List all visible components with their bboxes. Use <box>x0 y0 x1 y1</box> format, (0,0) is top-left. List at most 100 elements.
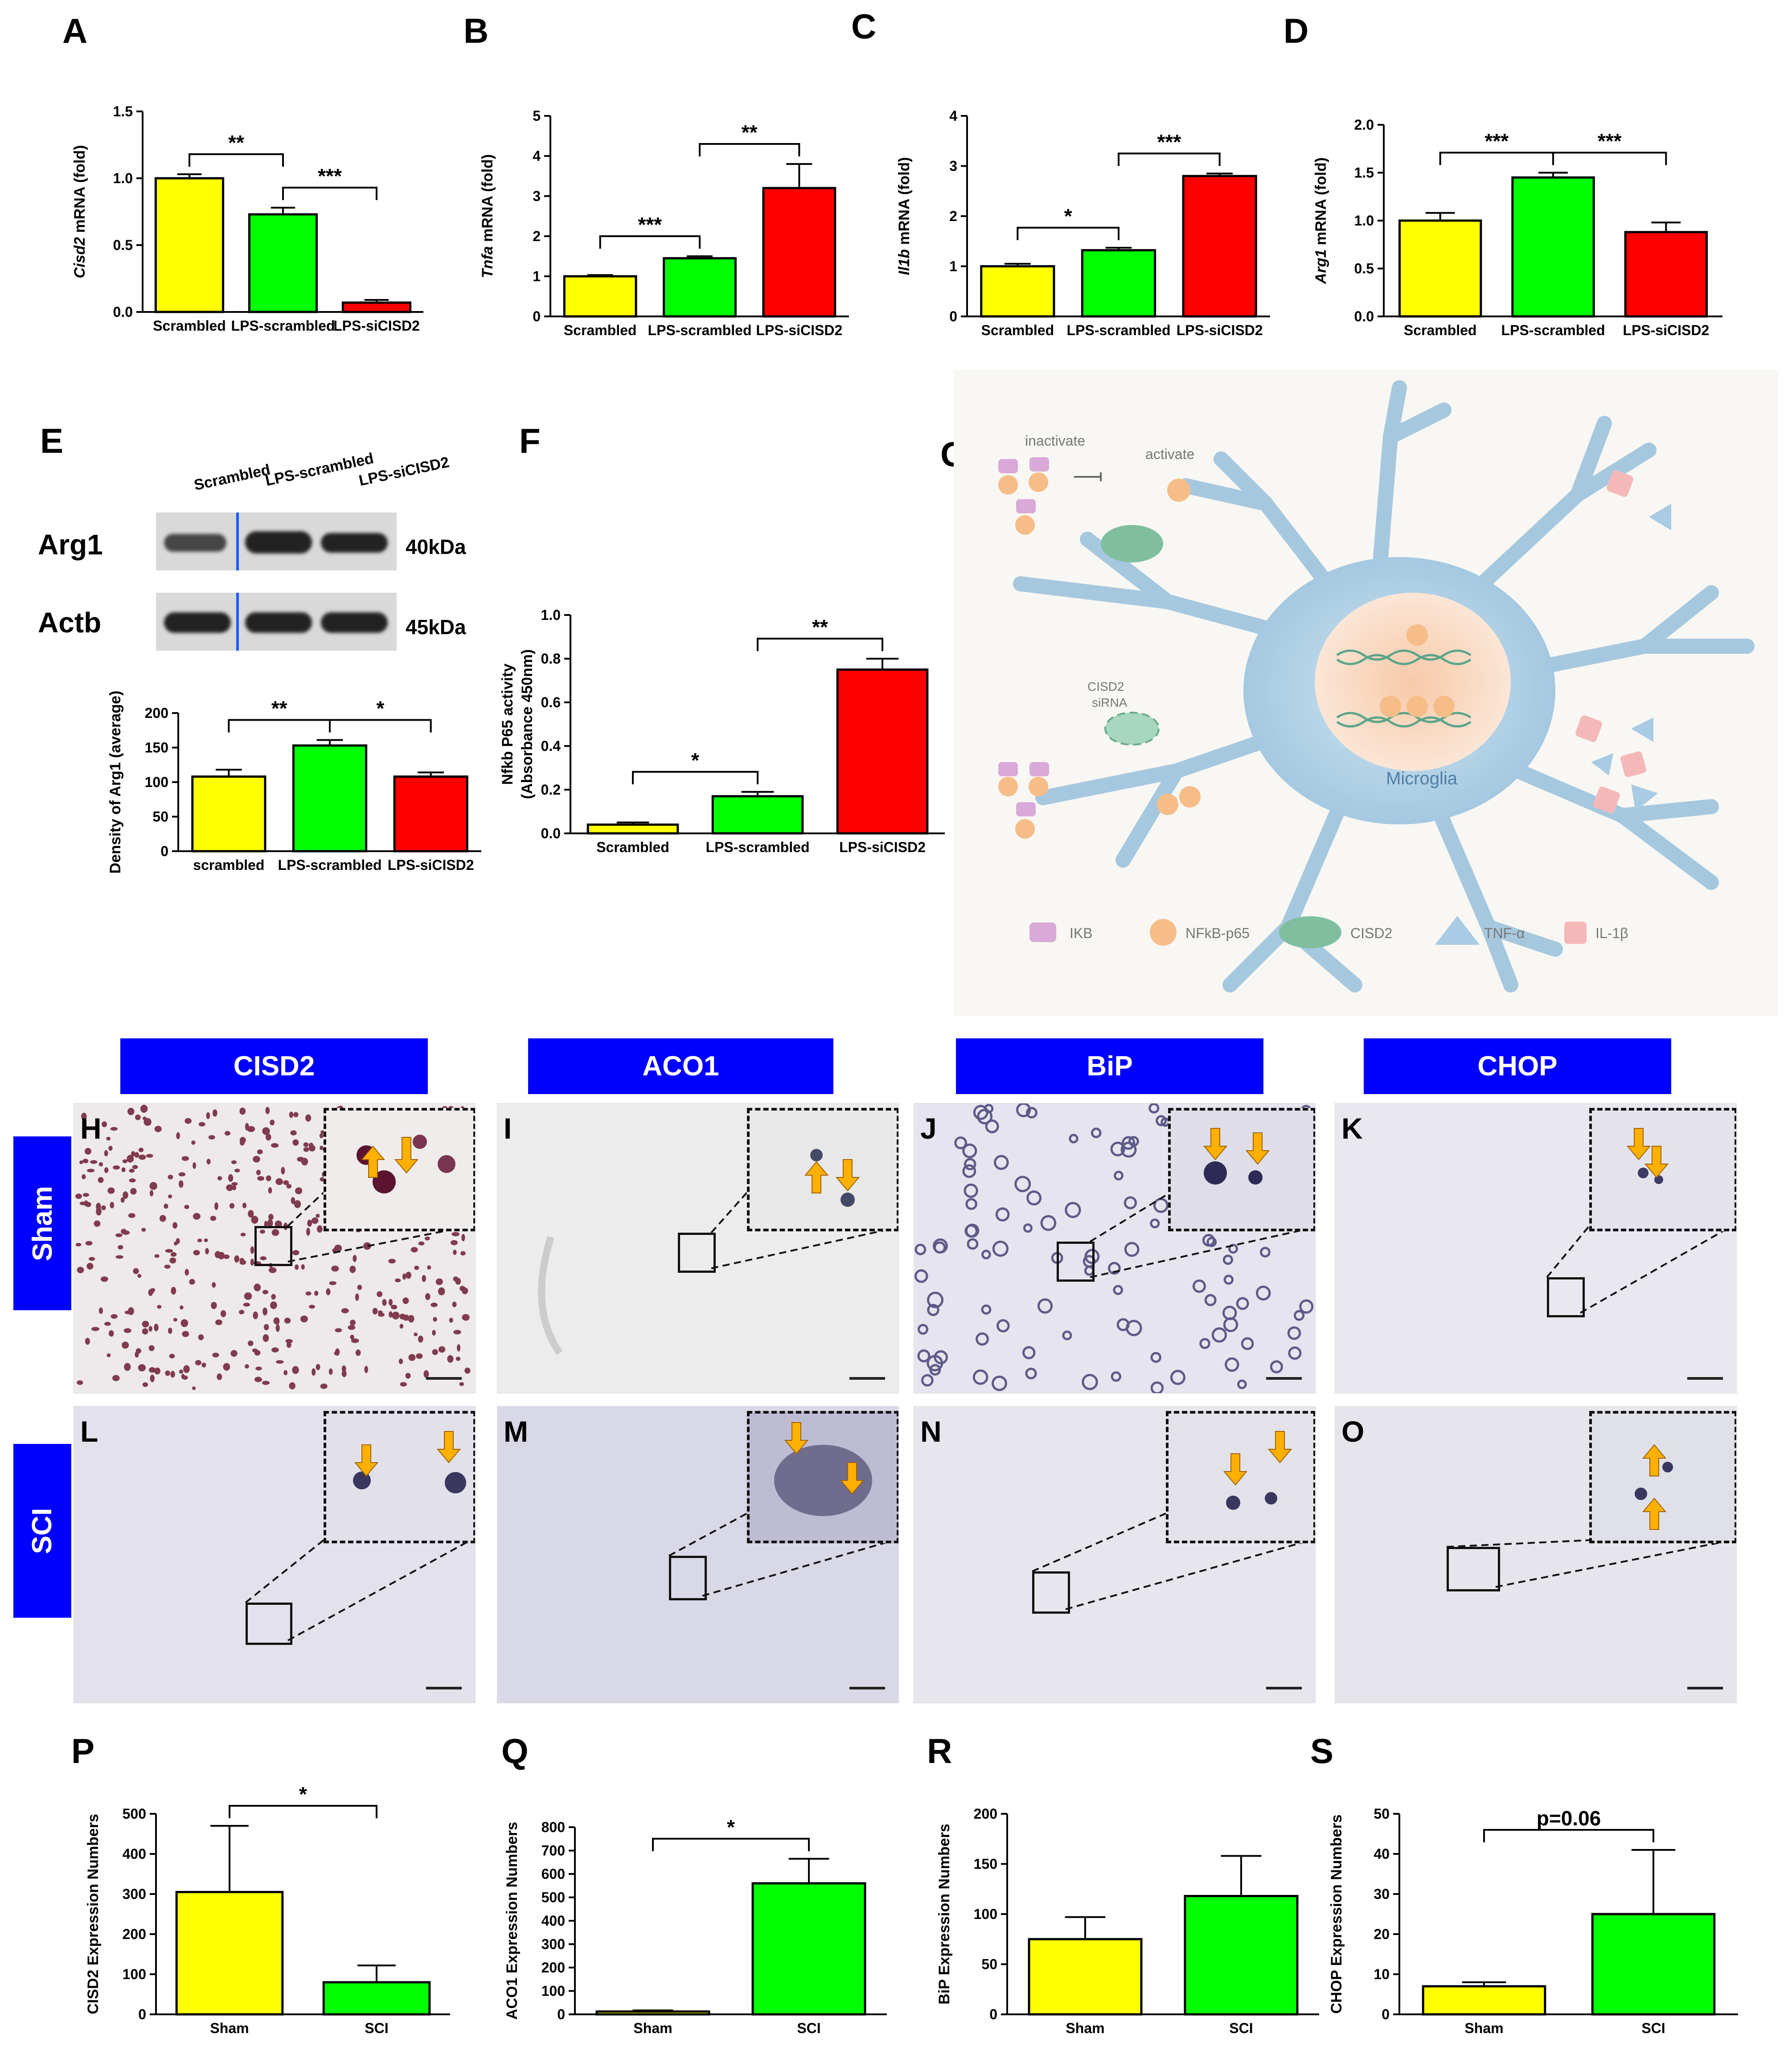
chart-c: 0 1 2 3 4 Il1b mRNA (fold) Scrambled LPS-scramb… <box>896 108 1270 338</box>
column-header-aco1: ACO1 <box>528 1038 833 1094</box>
x-tick-label: Scrambled <box>564 322 637 338</box>
y-tick-label: 100 <box>123 1966 146 1982</box>
y-tick-label: 0.5 <box>1354 261 1374 277</box>
panel-letter-q: Q <box>501 1731 529 1771</box>
micrograph-label-j: J <box>920 1112 937 1145</box>
y-tick-label: 0 <box>949 308 957 324</box>
y-tick-label: 5 <box>533 108 541 124</box>
significance-label: p=0.06 <box>1537 1807 1601 1830</box>
significance-label: * <box>1064 205 1072 228</box>
wb-lane-label: LPS-scrambled <box>263 450 375 490</box>
y-tick-label: 50 <box>1374 1806 1390 1822</box>
significance-label: ** <box>812 615 828 639</box>
x-tick-label: Sham <box>210 2020 249 2036</box>
x-tick-label: SCI <box>797 2020 820 2036</box>
y-tick-label: 200 <box>541 1960 565 1976</box>
diagram-legend-tnfa: TNF-α <box>1484 925 1525 941</box>
y-tick-label: 1.5 <box>113 103 133 119</box>
bar <box>154 177 225 313</box>
significance-label: * <box>376 697 384 720</box>
x-tick-label: scrambled <box>193 857 264 873</box>
y-tick-label: 100 <box>145 774 168 790</box>
y-tick-label: 0 <box>989 2006 997 2022</box>
y-axis-label: Arg1 mRNA (fold) <box>1312 157 1329 284</box>
y-tick-label: 1.0 <box>113 170 133 186</box>
significance-label: * <box>299 1783 307 1806</box>
chart-p: 0 100 200 300 400 500 CISD2 Expression Numbers… <box>85 1783 450 2036</box>
wb-blot-actb <box>156 593 397 651</box>
diagram-legend-nfkb: NFkB-p65 <box>1185 925 1250 941</box>
significance-label: *** <box>1598 130 1622 153</box>
x-tick-label: LPS-siCISD2 <box>839 839 926 855</box>
diagram-legend-ikb: IKB <box>1070 925 1093 941</box>
microglia-diagram: Microglia inactivate activate CISD2 siRN… <box>954 370 1778 1016</box>
panel-letter-r: R <box>927 1731 952 1771</box>
y-tick-label: 0.0 <box>541 825 561 841</box>
chart-f: 0.0 0.2 0.4 0.6 0.8 1.0 Nfkb P65 activity (Abso… <box>499 607 945 855</box>
significance-bracket <box>1439 152 1554 165</box>
micrograph-label-i: I <box>504 1112 512 1145</box>
y-tick-label: 2 <box>949 208 957 224</box>
y-tick-label: 200 <box>123 1926 146 1942</box>
significance-label: *** <box>318 164 342 188</box>
y-tick-label: 400 <box>123 1846 146 1862</box>
bar <box>292 744 368 853</box>
micrograph-m: M <box>497 1406 899 1703</box>
significance-bracket <box>699 143 800 156</box>
micrograph-j: J <box>914 1103 1316 1394</box>
y-tick-label: 0 <box>1382 2006 1390 2022</box>
y-tick-label: 0.4 <box>541 738 561 754</box>
significance-label: * <box>691 749 699 772</box>
y-tick-label: 300 <box>123 1886 146 1902</box>
significance-bracket <box>1483 1829 1654 1842</box>
significance-label: *** <box>1484 130 1509 153</box>
significance-label: ** <box>742 121 758 144</box>
y-axis-label: ACO1 Expression Numbers <box>504 1822 521 2020</box>
wb-kda-actb: 45kDa <box>406 615 466 639</box>
y-axis-label: BiP Expression Numbers <box>936 1824 953 2005</box>
panel-letter-b: B <box>463 11 489 50</box>
bar <box>1182 175 1257 318</box>
micrograph-h: H <box>74 1103 476 1394</box>
y-axis-label: Density of Arg1 (average) <box>107 691 124 874</box>
x-tick-label: LPS-scrambled <box>1067 322 1171 338</box>
y-tick-label: 0.0 <box>113 304 133 320</box>
bar <box>1624 231 1708 318</box>
significance-bracket <box>229 1805 377 1818</box>
y-tick-label: 800 <box>541 1819 565 1835</box>
y-axis-label: Nfkb P65 activity <box>499 664 516 785</box>
wb-row-label-actb: Actb <box>38 607 102 639</box>
y-tick-label: 0.2 <box>541 782 561 798</box>
y-tick-label: 1.5 <box>1354 165 1374 181</box>
y-tick-label: 150 <box>145 740 168 756</box>
bar <box>836 668 929 835</box>
bar <box>1511 176 1595 318</box>
y-tick-label: 300 <box>541 1936 565 1952</box>
chart-d: 0.0 0.5 1.0 1.5 2.0 Arg1 mRNA (fold) Scrambled… <box>1312 117 1722 338</box>
y-tick-label: 4 <box>533 148 541 164</box>
micrograph-i: I <box>497 1103 899 1394</box>
bar <box>1081 249 1156 318</box>
x-tick-label: LPS-scrambled <box>706 839 810 855</box>
panel-letter-s: S <box>1310 1731 1334 1771</box>
y-tick-label: 3 <box>949 158 957 174</box>
column-header-chop: CHOP <box>1364 1038 1671 1094</box>
y-axis-label: Cisd2 mRNA (fold) <box>71 145 88 278</box>
significance-label: *** <box>638 213 662 236</box>
y-tick-label: 50 <box>152 809 168 825</box>
x-tick-label: Scrambled <box>153 318 226 334</box>
diagram-sirna-line1: CISD2 <box>1087 680 1124 693</box>
column-header-bip: BiP <box>956 1038 1263 1094</box>
bar <box>711 795 804 835</box>
y-tick-label: 2 <box>533 228 541 244</box>
x-tick-label: Sham <box>1464 2020 1503 2036</box>
significance-bracket <box>632 771 759 784</box>
diagram-legend-il1b: IL-1β <box>1595 925 1628 941</box>
x-tick-label: SCI <box>1229 2020 1253 2036</box>
x-tick-label: LPS-scrambled <box>278 857 382 873</box>
y-tick-label: 0.0 <box>1354 308 1374 324</box>
x-tick-label: LPS-siCISD2 <box>333 318 420 334</box>
bar <box>751 1882 866 2016</box>
micrograph-label-o: O <box>1341 1415 1365 1448</box>
x-tick-label: SCI <box>1641 2020 1665 2036</box>
